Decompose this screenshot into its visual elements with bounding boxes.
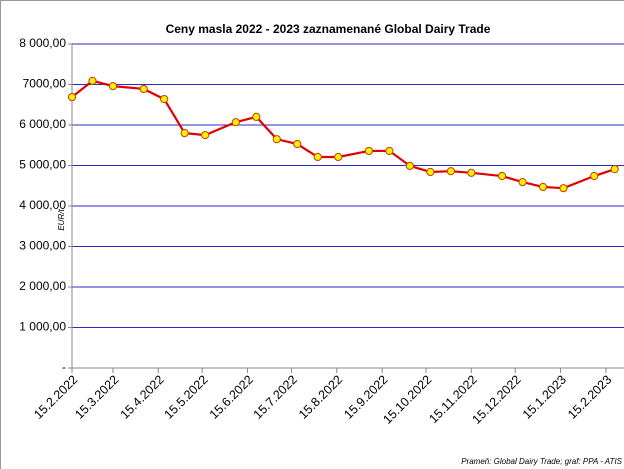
y-tick-label: 3 000,00: [19, 239, 66, 253]
data-point: [385, 146, 394, 156]
x-tick-label: 15.3.2022: [72, 373, 121, 422]
y-tick-label: 4 000,00: [19, 198, 66, 212]
data-point: [180, 129, 189, 138]
data-point: [313, 152, 322, 162]
data-point: [518, 178, 527, 187]
x-tick-label: 15.4.2022: [118, 373, 167, 422]
data-point: [108, 82, 118, 91]
data-point: [426, 167, 435, 177]
data-point: [538, 182, 548, 192]
data-point: [590, 171, 599, 181]
y-tick-label: 8 000,00: [19, 36, 66, 50]
data-point: [364, 146, 374, 156]
y-tick-label: -: [62, 360, 66, 374]
y-tick-label: 7000,00: [23, 77, 67, 91]
x-tick-label: 15.2.2023: [565, 373, 614, 422]
chart-title: Ceny masla 2022 - 2023 zaznamenané Globa…: [166, 22, 491, 36]
y-tick-label: 1 000,00: [19, 320, 66, 334]
x-tick-label: 15.8.2022: [296, 373, 345, 422]
x-tick-label: 15.6.2022: [207, 373, 256, 422]
data-point: [497, 171, 507, 181]
data-point: [160, 94, 169, 104]
data-point: [272, 135, 281, 144]
data-point: [610, 165, 619, 174]
data-point: [405, 161, 414, 171]
x-tick-label: 15.1.2023: [520, 373, 569, 422]
data-point: [231, 118, 240, 127]
data-point: [334, 152, 343, 162]
y-axis-label: EUR/t: [57, 209, 66, 231]
source-note: Prameň: Global Dairy Trade; graf: PPA - …: [461, 457, 622, 466]
data-point: [559, 184, 568, 193]
data-point: [467, 168, 476, 177]
x-tick-label: 15.2.2022: [31, 373, 80, 422]
data-point: [67, 92, 77, 102]
data-point: [201, 131, 210, 140]
data-point: [252, 112, 261, 122]
data-point: [446, 167, 455, 176]
y-tick-label: 5 000,00: [19, 158, 66, 172]
data-line: [71, 79, 616, 190]
data-point: [88, 76, 97, 85]
data-point: [293, 139, 302, 149]
x-tick-label: 15.7.2022: [251, 373, 300, 422]
y-tick-label: 2 000,00: [19, 279, 66, 293]
data-point: [139, 84, 148, 94]
x-tick-label: 15.5.2022: [161, 373, 210, 422]
y-tick-label: 6 000,00: [19, 117, 66, 131]
